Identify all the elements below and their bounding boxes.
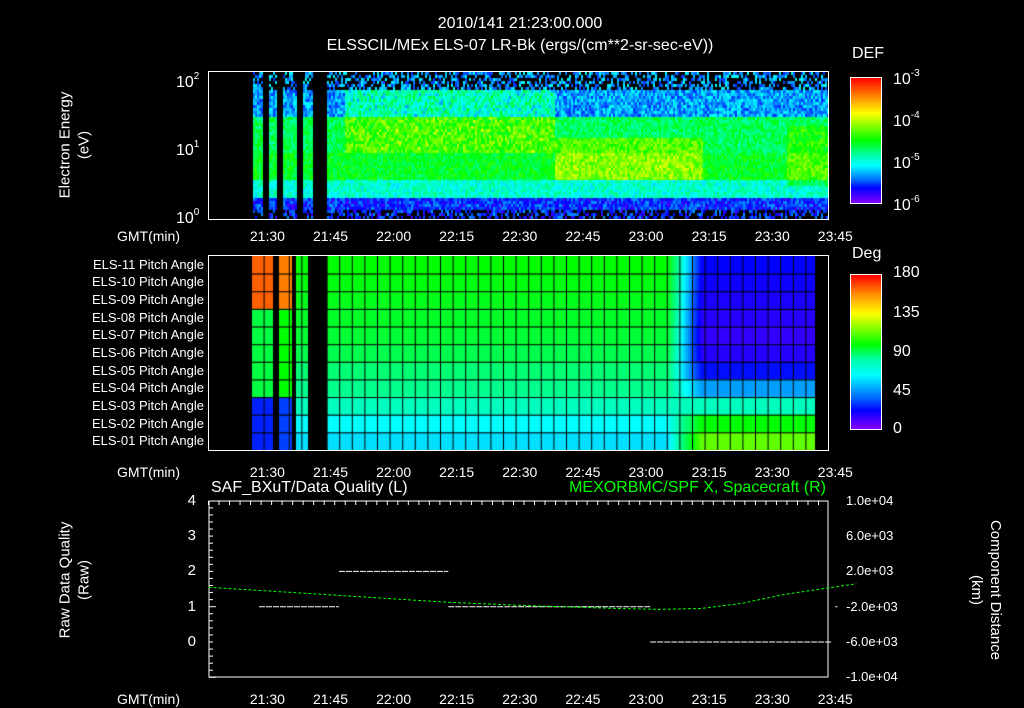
left-tick-label: 2 xyxy=(187,562,196,580)
pitch-angle-row-label: ELS-10 Pitch Angle xyxy=(91,274,204,290)
pitch-angle-row-label: ELS-02 Pitch Angle xyxy=(91,415,204,431)
x-tick-label: 21:45 xyxy=(312,464,349,480)
x-tick-label: 23:30 xyxy=(754,464,790,480)
colorbar1-title: DEF xyxy=(852,45,884,62)
x-tick-label: 21:45 xyxy=(312,691,349,707)
x-tick-label: 23:15 xyxy=(691,228,727,244)
x-tick-label: 23:00 xyxy=(628,691,664,707)
x-tick-label: 23:45 xyxy=(817,464,853,480)
x-tick-label: 22:45 xyxy=(565,691,601,707)
colorbar-tick-label: 180 xyxy=(893,264,920,281)
x-tick-label: 22:30 xyxy=(502,691,538,707)
x-tick-label: 23:00 xyxy=(628,228,664,244)
spf-x-line xyxy=(208,583,857,610)
right-tick-label: 2.0e+03 xyxy=(846,563,894,579)
x-tick-label: 22:00 xyxy=(376,691,412,707)
x-axis-label: GMT(min) xyxy=(117,691,180,707)
ylabel-unit: (Raw) xyxy=(75,560,92,600)
x-tick-label: 23:00 xyxy=(628,464,664,480)
x-axis-label: GMT(min) xyxy=(117,464,180,480)
panel3-left-title: SAF_BXuT/Data Quality (L) xyxy=(211,479,408,496)
pitch-angle-row-label: ELS-11 Pitch Angle xyxy=(92,256,204,272)
colorbar-tick-label: 45 xyxy=(893,382,911,399)
electron-spectrogram xyxy=(209,72,828,219)
colorbar2-title: Deg xyxy=(852,245,882,262)
x-tick-label: 21:45 xyxy=(312,228,349,244)
ylabel-line: Component Distance xyxy=(986,519,1004,661)
x-tick-label: 23:45 xyxy=(817,691,853,707)
ylabel-line: Raw Data Quality xyxy=(56,521,74,639)
x-axis-label: GMT(min) xyxy=(117,228,180,244)
colorbar-tick-label: 135 xyxy=(893,304,920,321)
x-tick-label: 22:15 xyxy=(439,464,475,480)
panel3-left-ylabel: Raw Data Quality (Raw) xyxy=(56,522,94,639)
right-tick-label: -1.0e+04 xyxy=(846,669,898,685)
panel3-right-ylabel: Component Distance (km) xyxy=(966,520,1004,660)
ylabel-unit: (km) xyxy=(968,574,985,605)
pitch-angle-row-label: ELS-03 Pitch Angle xyxy=(91,397,204,413)
colorbar-def xyxy=(850,77,882,204)
x-tick-label: 22:30 xyxy=(502,228,538,244)
x-tick-label: 23:15 xyxy=(691,464,727,480)
x-tick-label: 23:45 xyxy=(817,228,853,244)
colorbar-deg xyxy=(850,274,882,430)
left-tick-label: 4 xyxy=(187,491,196,509)
y-tick-label: 102 xyxy=(176,71,200,91)
x-tick-label: 23:15 xyxy=(691,691,727,707)
x-tick-label: 23:30 xyxy=(754,228,790,244)
x-tick-label: 21:30 xyxy=(249,691,285,707)
pitch-angle-row-label: ELS-09 Pitch Angle xyxy=(91,292,204,308)
x-tick-label: 23:30 xyxy=(754,691,790,707)
colorbar-tick-label: 10-5 xyxy=(893,152,920,172)
panel3-frame xyxy=(208,500,829,678)
plot-timestamp: 2010/141 21:23:00.000 xyxy=(437,15,603,32)
colorbar-tick-label: 10-6 xyxy=(893,194,920,214)
x-tick-label: 22:15 xyxy=(439,691,475,707)
y-tick-label: 101 xyxy=(176,139,200,159)
x-tick-label: 22:15 xyxy=(439,228,475,244)
colorbar-tick-label: 90 xyxy=(893,343,911,360)
right-tick-label: 1.0e+04 xyxy=(846,492,894,508)
x-tick-label: 22:00 xyxy=(376,228,412,244)
panel1-title: ELSSCIL/MEx ELS-07 LR-Bk (ergs/(cm**2-sr… xyxy=(326,37,714,54)
left-tick-label: 3 xyxy=(187,527,196,545)
y-tick-label: 100 xyxy=(176,207,200,227)
x-tick-label: 22:30 xyxy=(502,464,538,480)
colorbar-tick-label: 10-4 xyxy=(893,110,920,130)
x-tick-label: 22:00 xyxy=(376,464,412,480)
pitch-angle-row-label: ELS-05 Pitch Angle xyxy=(91,362,204,378)
pitch-angle-heatmap xyxy=(209,256,828,450)
pitch-angle-row-label: ELS-01 Pitch Angle xyxy=(91,433,204,449)
x-tick-label: 22:45 xyxy=(565,228,601,244)
pitch-angle-row-label: ELS-07 Pitch Angle xyxy=(91,327,204,343)
x-tick-label: 22:45 xyxy=(565,464,601,480)
right-tick-label: 6.0e+03 xyxy=(846,528,894,544)
colorbar-tick-label: 10-3 xyxy=(893,68,920,88)
right-tick-label: -2.0e+03 xyxy=(846,598,898,614)
pitch-angle-row-label: ELS-06 Pitch Angle xyxy=(91,345,204,360)
left-tick-label: 0 xyxy=(187,633,196,650)
x-tick-label: 21:30 xyxy=(249,464,285,480)
x-tick-label: 21:30 xyxy=(249,228,285,244)
colorbar-tick-label: 0 xyxy=(893,420,902,437)
pitch-angle-row-label: ELS-04 Pitch Angle xyxy=(91,380,204,396)
panel3-right-title: MEXORBMC/SPF X, Spacecraft (R) xyxy=(569,479,826,496)
pitch-angle-row-label: ELS-08 Pitch Angle xyxy=(91,309,204,325)
right-tick-label: -6.0e+03 xyxy=(846,634,898,649)
left-tick-label: 1 xyxy=(187,597,196,615)
